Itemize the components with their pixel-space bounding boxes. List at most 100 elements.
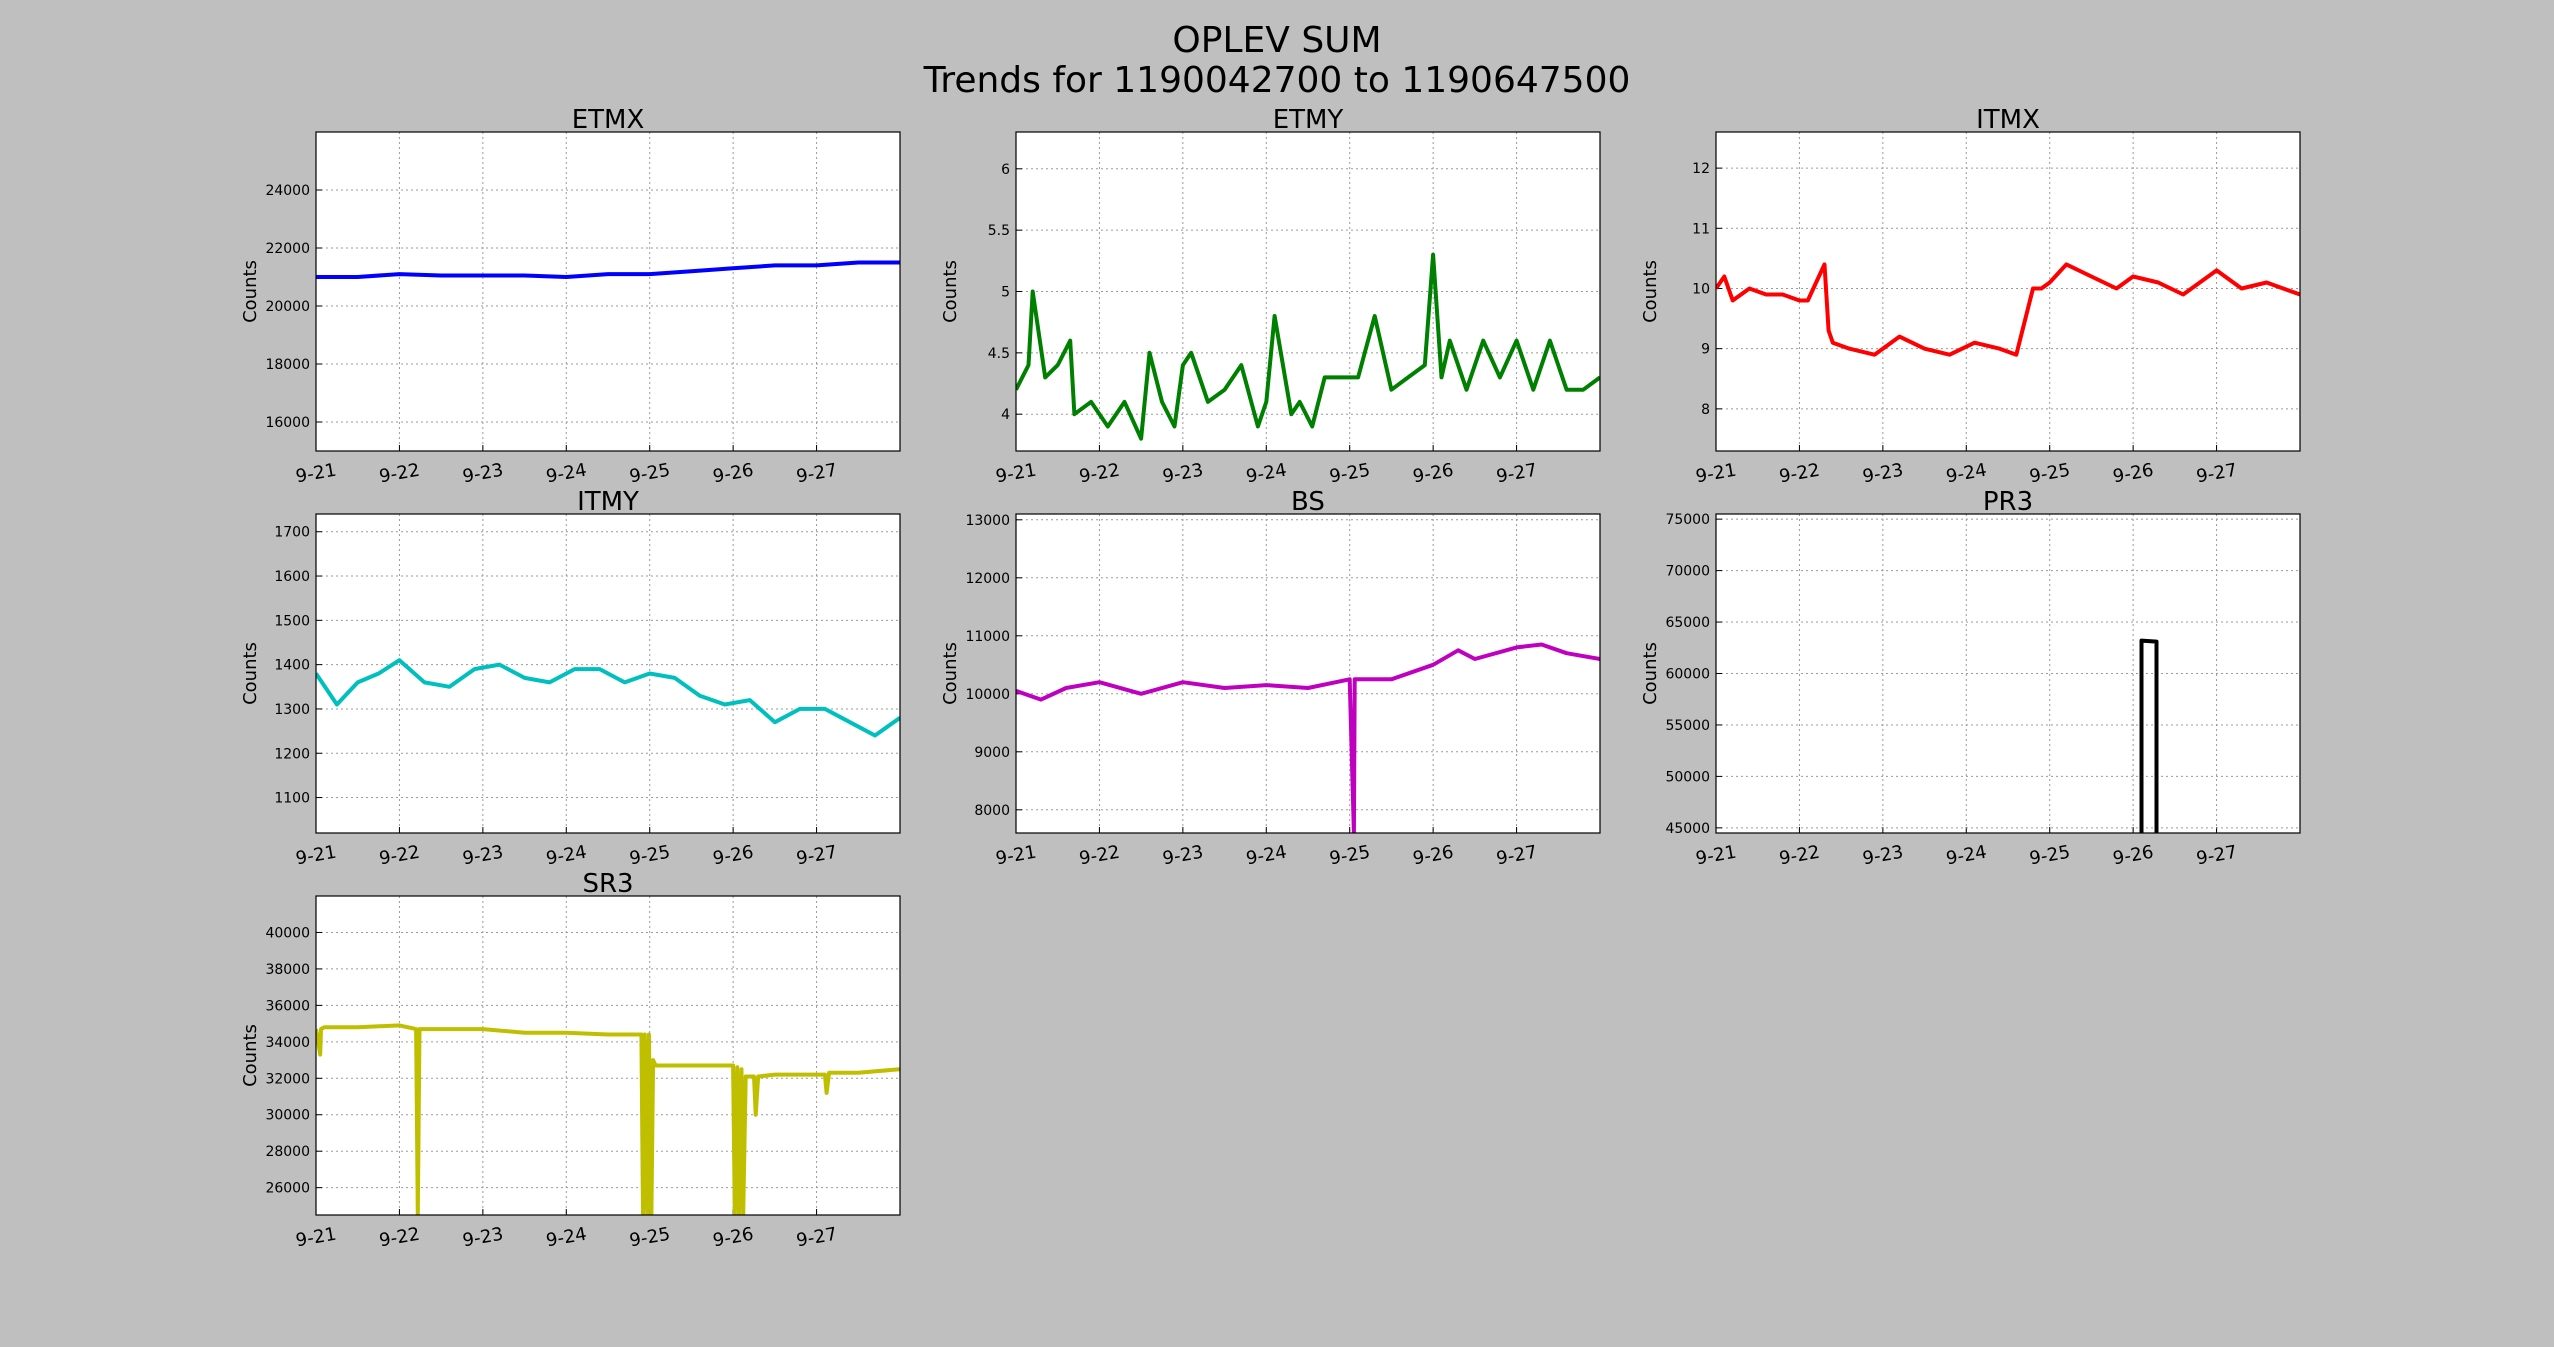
x-tick-label: 9-24 — [544, 842, 588, 870]
chart-panel-pr3: 9-21 9-22 9-23 9-24 9-25 9-26 9-27 45000 50000 55… — [1640, 487, 2301, 870]
y-tick-label: 9000 — [974, 745, 1010, 761]
x-tick-label: 9-25 — [2028, 842, 2072, 870]
x-tick-label: 9-25 — [628, 1224, 672, 1252]
x-tick-label: 9-27 — [2195, 842, 2239, 870]
y-tick-label: 10000 — [965, 687, 1010, 703]
x-tick-label: 9-27 — [2195, 460, 2239, 488]
chart-panel-etmx: 9-21 9-22 9-23 9-24 9-25 9-26 9-27 16000 18000 20… — [240, 105, 901, 488]
y-tick-label: 24000 — [265, 183, 310, 199]
plot-area — [1016, 514, 1600, 833]
y-tick-label: 9 — [1701, 342, 1710, 358]
x-tick-label: 9-24 — [544, 1224, 588, 1252]
x-tick-label: 9-22 — [378, 842, 422, 870]
y-tick-label: 28000 — [265, 1144, 310, 1160]
chart-title: BS — [1291, 487, 1325, 517]
chart-title: ITMX — [1976, 105, 2040, 135]
y-tick-label: 50000 — [1665, 769, 1710, 785]
y-tick-label: 30000 — [265, 1108, 310, 1124]
y-tick-label: 32000 — [265, 1071, 310, 1087]
x-tick-label: 9-26 — [2111, 842, 2155, 870]
y-tick-label: 1100 — [274, 791, 310, 807]
y-axis-label: Counts — [240, 1024, 261, 1087]
data-line-itmy — [316, 658, 900, 738]
x-tick-label: 9-25 — [628, 460, 672, 488]
plot-frame — [1015, 131, 1601, 452]
plot-area — [1716, 132, 2300, 451]
chart-title: ETMY — [1273, 105, 1344, 135]
y-tick-label: 1400 — [274, 658, 310, 674]
y-tick-label: 65000 — [1665, 615, 1710, 631]
x-tick-label: 9-23 — [1861, 842, 1905, 870]
y-tick-label: 70000 — [1665, 564, 1710, 580]
y-tick-label: 1700 — [274, 525, 310, 541]
x-tick-label: 9-21 — [994, 460, 1038, 488]
x-tick-label: 9-22 — [1078, 460, 1122, 488]
y-axis-label: Counts — [240, 642, 261, 705]
x-tick-label: 9-24 — [1244, 842, 1288, 870]
y-tick-label: 5 — [1001, 285, 1010, 301]
plot-frame — [1715, 131, 2301, 452]
x-tick-label: 9-21 — [994, 842, 1038, 870]
y-tick-label: 5.5 — [988, 223, 1010, 239]
y-tick-label: 13000 — [965, 513, 1010, 529]
x-tick-label: 9-21 — [1694, 460, 1738, 488]
x-tick-label: 9-22 — [378, 460, 422, 488]
data-line-pr3 — [2139, 638, 2159, 833]
y-tick-label: 1200 — [274, 746, 310, 762]
x-tick-label: 9-26 — [1411, 460, 1455, 488]
y-tick-label: 20000 — [265, 299, 310, 315]
y-tick-label: 22000 — [265, 241, 310, 257]
y-tick-label: 55000 — [1665, 718, 1710, 734]
x-tick-label: 9-27 — [795, 842, 839, 870]
x-tick-label: 9-22 — [378, 1224, 422, 1252]
y-tick-label: 11000 — [965, 629, 1010, 645]
x-tick-label: 9-25 — [628, 842, 672, 870]
x-tick-label: 9-26 — [2111, 460, 2155, 488]
x-tick-label: 9-27 — [795, 1224, 839, 1252]
y-axis-label: Counts — [1640, 260, 1661, 323]
chart-title: SR3 — [582, 869, 633, 899]
x-tick-label: 9-23 — [1161, 460, 1205, 488]
x-tick-label: 9-26 — [711, 842, 755, 870]
y-axis-label: Counts — [1640, 642, 1661, 705]
y-tick-label: 26000 — [265, 1181, 310, 1197]
plot-frame — [315, 131, 901, 452]
plot-frame — [315, 895, 901, 1216]
x-tick-label: 9-23 — [461, 842, 505, 870]
x-tick-label: 9-25 — [1328, 460, 1372, 488]
y-tick-label: 34000 — [265, 1035, 310, 1051]
x-tick-label: 9-26 — [711, 1224, 755, 1252]
plot-area — [316, 896, 900, 1215]
x-tick-label: 9-23 — [1861, 460, 1905, 488]
data-line-bs — [1016, 642, 1600, 833]
y-axis-label: Counts — [940, 642, 961, 705]
figure-title: OPLEV SUM — [1172, 20, 1381, 61]
x-tick-label: 9-24 — [544, 460, 588, 488]
plot-frame — [1715, 513, 2301, 834]
y-tick-label: 1500 — [274, 613, 310, 629]
panels: 9-21 9-22 9-23 9-24 9-25 9-26 9-27 16000 18000 20… — [240, 105, 2301, 1252]
plot-frame — [1015, 513, 1601, 834]
data-line-sr3 — [316, 1023, 900, 1215]
y-tick-label: 1300 — [274, 702, 310, 718]
x-tick-label: 9-24 — [1244, 460, 1288, 488]
y-tick-label: 12000 — [965, 571, 1010, 587]
y-axis-label: Counts — [940, 260, 961, 323]
chart-panel-bs: 9-21 9-22 9-23 9-24 9-25 9-26 9-27 8000 9000 1000… — [940, 487, 1601, 870]
y-axis-label: Counts — [240, 260, 261, 323]
data-line-etmy — [1016, 252, 1600, 441]
x-tick-label: 9-24 — [1944, 460, 1988, 488]
data-line-itmx — [1716, 262, 2300, 357]
y-tick-label: 45000 — [1665, 821, 1710, 837]
y-tick-label: 4 — [1001, 407, 1010, 423]
chart-panel-sr3: 9-21 9-22 9-23 9-24 9-25 9-26 9-27 26000 28000 30… — [240, 869, 901, 1252]
x-tick-label: 9-23 — [1161, 842, 1205, 870]
y-tick-label: 4.5 — [988, 346, 1010, 362]
x-tick-label: 9-21 — [294, 842, 338, 870]
y-tick-label: 36000 — [265, 998, 310, 1014]
y-tick-label: 38000 — [265, 962, 310, 978]
x-tick-label: 9-24 — [1944, 842, 1988, 870]
y-tick-label: 75000 — [1665, 512, 1710, 528]
y-tick-label: 16000 — [265, 415, 310, 431]
